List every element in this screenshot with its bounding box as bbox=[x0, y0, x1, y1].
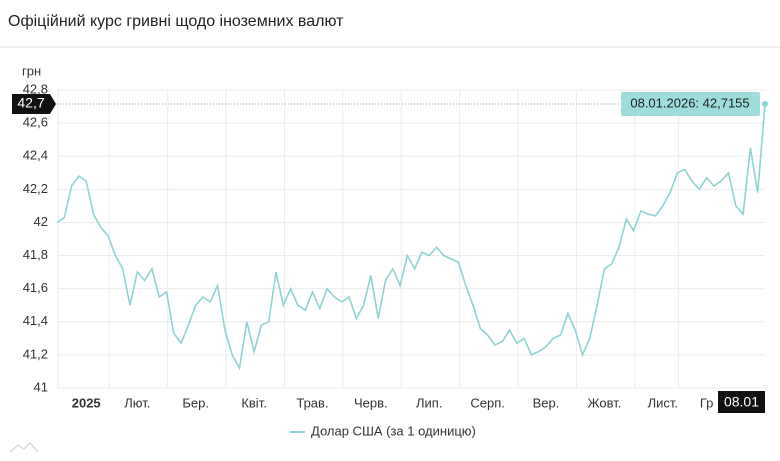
y-tick-label: 42,8 bbox=[23, 81, 48, 96]
x-tick-label: 08.01 bbox=[724, 394, 759, 410]
x-tick-label: Лип. bbox=[416, 395, 442, 410]
x-tick-label: 2025 bbox=[72, 395, 101, 410]
x-tick-label: Бер. bbox=[182, 395, 209, 410]
x-tick-label: Серп. bbox=[470, 395, 505, 410]
y-tick-label: 42 bbox=[34, 214, 48, 229]
line-series bbox=[56, 103, 766, 371]
x-tick-label: Гр bbox=[700, 395, 714, 410]
legend-label: Долар США (за 1 одиницю) bbox=[311, 423, 476, 438]
y-tick-label: 42,2 bbox=[23, 181, 48, 196]
x-tick-label: Черв. bbox=[354, 395, 388, 410]
logo bbox=[9, 442, 39, 453]
y-axis-label: грн bbox=[22, 63, 41, 78]
current-label: 42,7 bbox=[17, 95, 44, 111]
x-tick-label: Жовт. bbox=[588, 395, 622, 410]
current-tag bbox=[12, 93, 56, 114]
y-tick-label: 41,2 bbox=[23, 346, 48, 361]
y-tick-label: 41 bbox=[34, 379, 48, 394]
tooltip: 08.01.2026: 42,7155 bbox=[630, 95, 749, 110]
x-tick-label: Трав. bbox=[296, 395, 328, 410]
tooltip-box bbox=[621, 91, 760, 116]
y-tick-label: 41,6 bbox=[23, 280, 48, 295]
y-tick-label: 42,4 bbox=[23, 148, 48, 163]
x-tick-label: Квіт. bbox=[241, 395, 267, 410]
x-current-box bbox=[718, 391, 765, 413]
x-tick-label: Лют. bbox=[124, 395, 150, 410]
y-tick-label: 42,6 bbox=[23, 115, 48, 130]
x-tick-label: Лист. bbox=[648, 395, 678, 410]
y-tick-label: 41,4 bbox=[23, 313, 48, 328]
x-tick-label: Вер. bbox=[533, 395, 560, 410]
y-tick-label: 41,8 bbox=[23, 247, 48, 262]
current-point bbox=[762, 100, 768, 107]
chart-title: Офіційний курс гривні щодо іноземних вал… bbox=[8, 13, 344, 30]
